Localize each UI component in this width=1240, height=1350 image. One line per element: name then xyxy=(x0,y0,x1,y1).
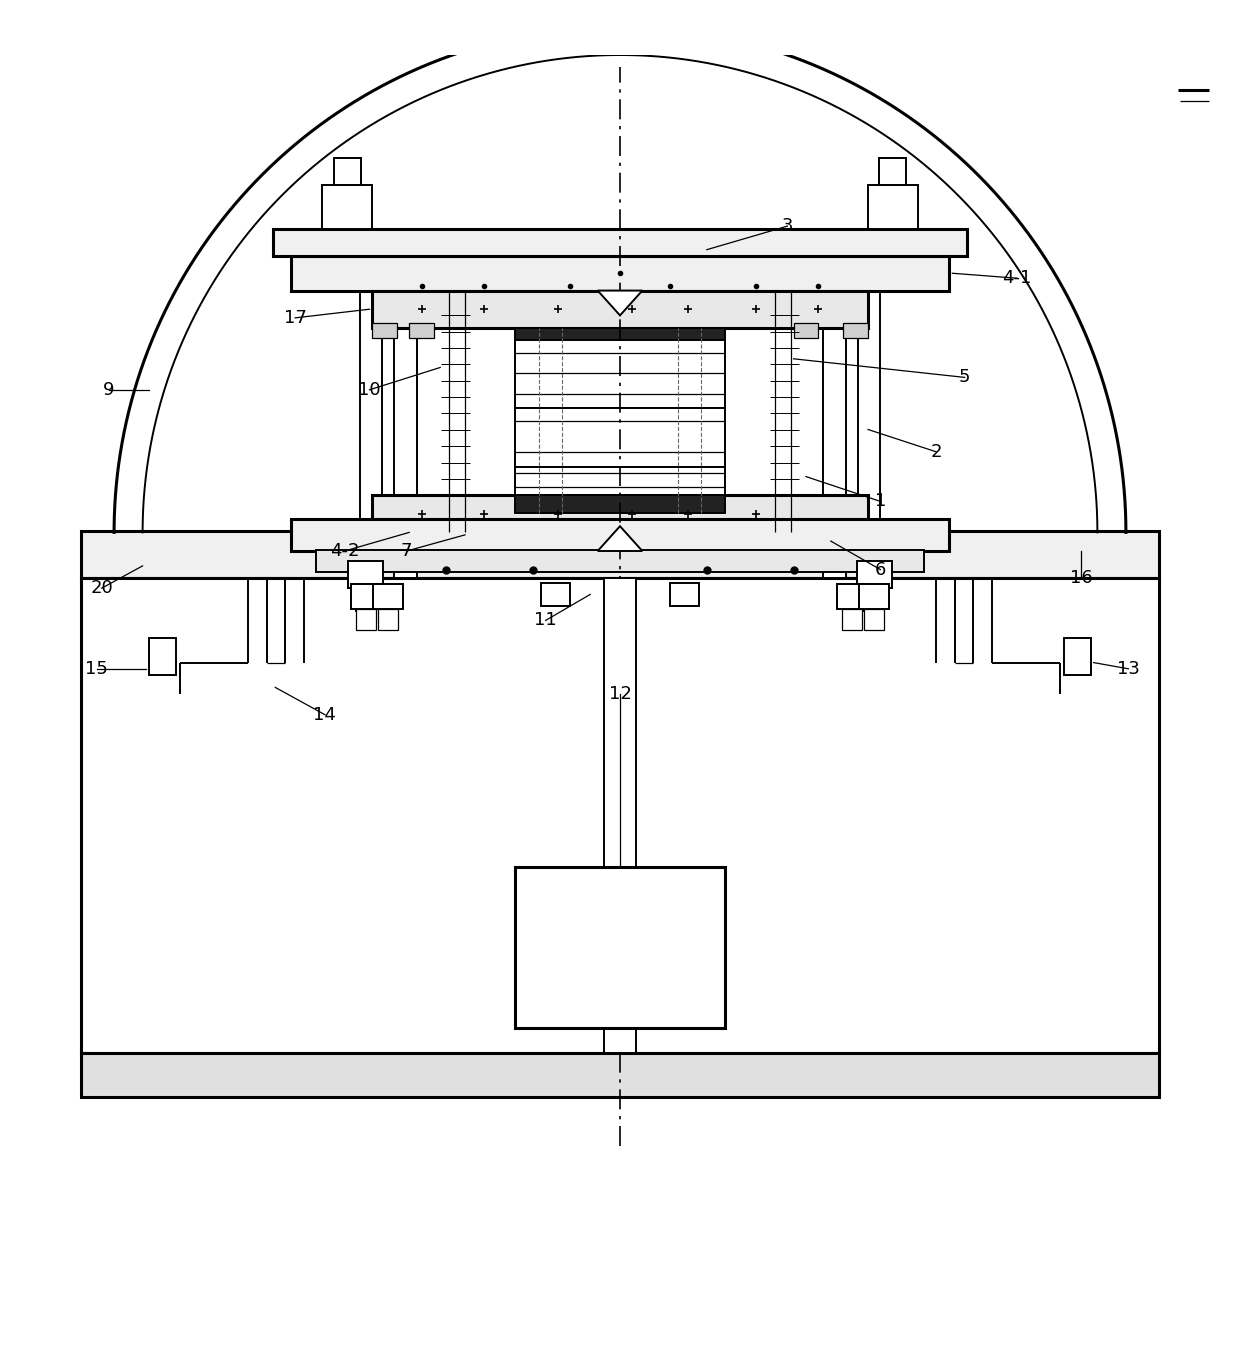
Text: 4-2: 4-2 xyxy=(330,541,360,560)
Bar xyxy=(857,560,892,589)
Bar xyxy=(515,467,725,495)
Bar xyxy=(273,228,967,256)
Bar xyxy=(81,531,1159,578)
Bar xyxy=(316,549,924,572)
Text: 14: 14 xyxy=(314,706,336,724)
Text: 6: 6 xyxy=(874,560,887,579)
Bar xyxy=(394,254,417,578)
Bar xyxy=(515,409,725,467)
Bar xyxy=(879,158,906,185)
Bar xyxy=(670,583,699,606)
Text: 12: 12 xyxy=(609,684,631,702)
Text: 17: 17 xyxy=(284,309,306,327)
Text: 11: 11 xyxy=(534,612,557,629)
Bar xyxy=(322,185,372,228)
Bar xyxy=(372,290,868,328)
Text: 13: 13 xyxy=(1117,660,1140,678)
Bar xyxy=(868,185,918,228)
Bar xyxy=(823,254,846,578)
Bar xyxy=(372,495,868,532)
Polygon shape xyxy=(598,290,642,316)
Bar xyxy=(541,583,570,606)
Bar xyxy=(864,609,884,630)
Text: 10: 10 xyxy=(358,381,381,398)
Bar xyxy=(291,518,949,551)
Text: 3: 3 xyxy=(781,217,794,235)
Bar xyxy=(409,323,434,338)
Bar xyxy=(604,578,636,1053)
Bar xyxy=(515,867,725,1029)
Bar xyxy=(859,585,889,609)
Bar xyxy=(378,609,398,630)
Bar xyxy=(81,578,1159,1053)
Bar xyxy=(515,495,725,513)
Text: 9: 9 xyxy=(103,381,115,398)
Bar xyxy=(356,609,376,630)
Bar xyxy=(858,254,880,578)
Bar xyxy=(81,1053,1159,1096)
Bar xyxy=(843,323,868,338)
Text: 2: 2 xyxy=(930,443,942,460)
Bar xyxy=(149,637,176,675)
Bar xyxy=(515,328,725,340)
Bar xyxy=(837,585,867,609)
Bar xyxy=(356,589,376,610)
Bar xyxy=(515,340,725,409)
Text: 5: 5 xyxy=(959,369,971,386)
Bar xyxy=(348,560,383,589)
Bar xyxy=(373,585,403,609)
Text: 16: 16 xyxy=(1070,570,1092,587)
Bar xyxy=(372,323,397,338)
Bar xyxy=(794,323,818,338)
Text: 7: 7 xyxy=(401,541,413,560)
Text: 15: 15 xyxy=(86,660,108,678)
Bar xyxy=(864,589,884,610)
Bar xyxy=(334,158,361,185)
Bar xyxy=(360,254,382,578)
Text: 4-1: 4-1 xyxy=(1002,269,1032,288)
Polygon shape xyxy=(598,526,642,551)
Text: 20: 20 xyxy=(91,579,113,597)
Bar xyxy=(351,585,381,609)
Bar xyxy=(291,256,949,290)
Bar xyxy=(1064,637,1091,675)
Text: 1: 1 xyxy=(874,493,887,510)
Bar xyxy=(842,609,862,630)
